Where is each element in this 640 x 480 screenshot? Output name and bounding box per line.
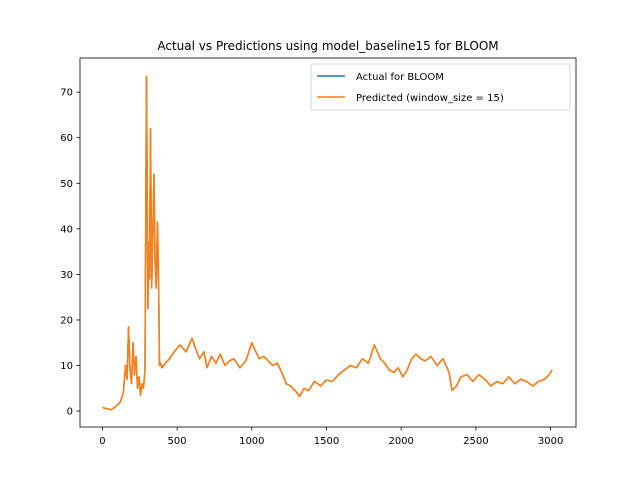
- x-tick-label: 2000: [388, 436, 413, 447]
- y-tick-label: 0: [67, 407, 73, 418]
- legend-label-actual: Actual for BLOOM: [356, 72, 444, 83]
- legend: Actual for BLOOM Predicted (window_size …: [310, 63, 571, 111]
- x-tick-label: 3000: [538, 436, 563, 447]
- y-tick-label: 50: [60, 179, 73, 190]
- x-tick-label: 1500: [314, 436, 339, 447]
- x-tick-label: 2500: [463, 436, 488, 447]
- plot-area: [79, 57, 577, 428]
- plot-frame: [79, 57, 577, 428]
- plot-background: [80, 58, 576, 427]
- x-tick-label: 1000: [239, 436, 264, 447]
- legend-label-predicted: Predicted (window_size = 15): [356, 93, 504, 104]
- legend-box: [310, 63, 571, 111]
- y-tick-label: 30: [60, 270, 73, 281]
- y-axis: 0 10 20 30 40 50 60 70: [60, 88, 80, 418]
- y-tick-label: 60: [60, 133, 73, 144]
- x-tick-label: 0: [99, 436, 105, 447]
- y-tick-label: 20: [60, 315, 73, 326]
- y-tick-label: 70: [60, 88, 73, 99]
- chart-title: Actual vs Predictions using model_baseli…: [157, 39, 498, 53]
- y-tick-label: 40: [60, 224, 73, 235]
- series-line-predicted: [102, 75, 553, 411]
- x-axis: 0 500 1000 1500 2000 2500 3000: [99, 427, 563, 447]
- y-tick-label: 10: [60, 361, 73, 372]
- series-layer: [102, 75, 553, 411]
- x-tick-label: 500: [168, 436, 187, 447]
